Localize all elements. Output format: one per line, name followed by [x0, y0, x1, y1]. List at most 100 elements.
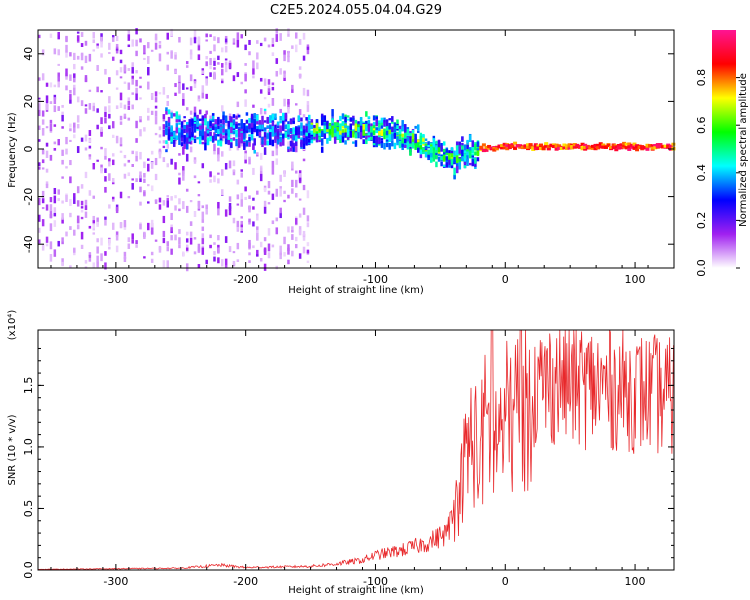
heatmap-cell [557, 144, 562, 148]
heatmap-cell [162, 260, 166, 268]
heatmap-cell [150, 185, 154, 192]
heatmap-cell [166, 246, 169, 252]
heatmap-cell [170, 248, 173, 255]
heatmap-cell [245, 126, 249, 133]
heatmap-cell [209, 120, 212, 127]
heatmap-cell [404, 130, 407, 138]
heatmap-cell [41, 167, 45, 170]
heatmap-cell [468, 153, 472, 159]
heatmap-cell [468, 147, 472, 151]
heatmap-cell [189, 231, 193, 237]
heatmap-cell [422, 137, 425, 146]
heatmap-cell [232, 160, 236, 167]
heatmap-cell [108, 105, 111, 113]
heatmap-cell [92, 39, 96, 44]
heatmap-cell [100, 167, 103, 174]
heatmap-cell [404, 139, 407, 148]
heatmap-cell [256, 229, 259, 236]
heatmap-cell [279, 68, 282, 75]
heatmap-cell [80, 231, 84, 240]
heatmap-cell [306, 242, 310, 247]
heatmap-cell [291, 188, 294, 194]
heatmap-cell [240, 222, 243, 228]
heatmap-cell [271, 126, 275, 132]
heatmap-cell [61, 104, 64, 108]
heatmap-cell [466, 149, 469, 152]
heatmap-cell [442, 164, 446, 167]
heatmap-cell [404, 124, 407, 131]
heatmap-cell [76, 55, 80, 60]
heatmap-cell [123, 251, 127, 257]
heatmap-cell [217, 37, 220, 44]
heatmap-cell [213, 256, 216, 262]
heatmap-cell [653, 143, 658, 147]
heatmap-cell [461, 149, 464, 156]
heatmap-cell [271, 139, 275, 147]
heatmap-cell [178, 172, 181, 176]
heatmap-cell [283, 190, 286, 194]
heatmap-cell [84, 205, 88, 211]
heatmap-cell [76, 215, 80, 224]
heatmap-cell [178, 237, 181, 245]
heatmap-cell [539, 147, 544, 151]
spectrogram-ytick-label: 40 [22, 47, 35, 61]
heatmap-cell [88, 225, 92, 229]
heatmap-cell [224, 58, 228, 61]
heatmap-cell [158, 44, 162, 49]
heatmap-cell [294, 127, 298, 136]
heatmap-cell [111, 134, 115, 138]
heatmap-cell [119, 92, 123, 101]
heatmap-cell [198, 118, 202, 122]
heatmap-cell [432, 138, 436, 147]
heatmap-cell [305, 126, 308, 133]
heatmap-cell [261, 121, 264, 125]
heatmap-cell [248, 158, 251, 165]
heatmap-cell [158, 247, 162, 253]
heatmap-cell [139, 38, 142, 43]
heatmap-cell [291, 161, 294, 169]
heatmap-cell [172, 131, 176, 137]
colorbar: 0.00.20.40.60.8 Normalized spectral ampl… [695, 30, 749, 277]
heatmap-cell [520, 145, 525, 149]
heatmap-cell [645, 147, 650, 151]
heatmap-cell [232, 38, 236, 43]
heatmap-cell [193, 80, 197, 84]
spectrogram-xtick-label: 100 [625, 273, 646, 286]
heatmap-cell [201, 90, 205, 99]
heatmap-cell [45, 183, 49, 189]
heatmap-cell [182, 175, 185, 181]
heatmap-cell [213, 242, 216, 245]
heatmap-cell [250, 120, 254, 128]
heatmap-cell [222, 123, 225, 131]
heatmap-cell [259, 173, 263, 182]
heatmap-cell [596, 146, 601, 150]
heatmap-cell [313, 129, 316, 133]
heatmap-cell [57, 240, 60, 247]
heatmap-cell [232, 114, 236, 118]
heatmap-cell [510, 145, 515, 149]
heatmap-cell [244, 150, 247, 155]
heatmap-cell [391, 121, 394, 124]
heatmap-cell [197, 208, 201, 211]
heatmap-cell [424, 151, 428, 158]
heatmap-cell [213, 60, 216, 66]
heatmap-cell [437, 153, 441, 157]
heatmap-cell [333, 136, 337, 144]
heatmap-cell [224, 64, 228, 73]
heatmap-cell [287, 134, 290, 137]
heatmap-cell [489, 146, 494, 150]
heatmap-cell [88, 154, 92, 157]
heatmap-cell [135, 155, 138, 162]
heatmap-cell [209, 234, 212, 239]
heatmap-cell [252, 75, 255, 79]
heatmap-cell [668, 144, 673, 148]
heatmap-cell [302, 230, 306, 236]
heatmap-cell [170, 28, 173, 37]
heatmap-cell [372, 128, 376, 136]
heatmap-cell [108, 52, 111, 55]
heatmap-cell [248, 220, 251, 225]
heatmap-cell [318, 140, 321, 143]
heatmap-cell [154, 105, 158, 109]
heatmap-cell [69, 139, 72, 142]
